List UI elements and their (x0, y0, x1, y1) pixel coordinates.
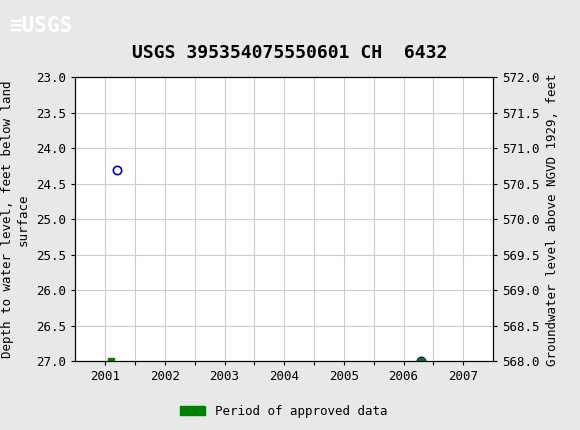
Legend: Period of approved data: Period of approved data (176, 400, 393, 423)
Text: ≡USGS: ≡USGS (9, 16, 72, 36)
Y-axis label: Depth to water level, feet below land
surface: Depth to water level, feet below land su… (1, 80, 30, 358)
Text: USGS 395354075550601 CH  6432: USGS 395354075550601 CH 6432 (132, 44, 448, 62)
Y-axis label: Groundwater level above NGVD 1929, feet: Groundwater level above NGVD 1929, feet (546, 73, 560, 366)
